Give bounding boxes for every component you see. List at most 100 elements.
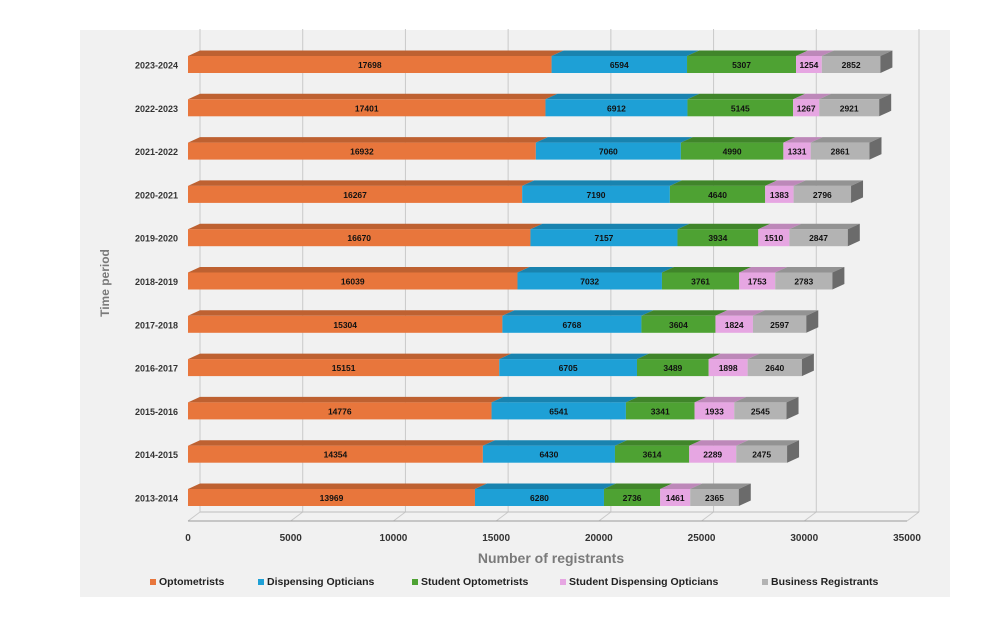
bar-top-face [636,353,721,360]
bar-segment [690,489,739,506]
bar-side-face [879,93,892,117]
y-tick-label: 2015-2016 [135,407,178,417]
bar-top-face [188,93,558,100]
legend-label: Optometrists [159,576,225,588]
bar-top-face [499,353,649,360]
data-label: 2861 [831,147,850,157]
bar-top-face [188,440,495,446]
data-label: 6768 [562,320,581,330]
legend-label: Dispensing Opticians [267,576,375,588]
bar-top-face [715,310,765,316]
data-label: 1461 [666,493,685,503]
bar-segment [689,445,737,463]
bar-segment [821,56,881,73]
y-tick-label: 2014-2015 [135,450,178,460]
data-label: 14354 [324,450,348,460]
y-tick-label: 2016-2017 [135,364,178,374]
data-label: 1267 [797,103,816,113]
data-label: 2847 [809,233,828,243]
bar-segment [188,185,523,203]
bar-top-face [661,267,752,273]
bar-segment [188,402,492,420]
data-label: 7157 [595,233,614,243]
bars-layer [188,50,893,506]
bar-segment [188,142,536,160]
bar-top-face [819,93,892,100]
bar-segment [736,445,788,463]
x-tick-label: 15000 [482,533,510,544]
bar-side-face [786,396,799,420]
bar-top-face [614,440,702,446]
bar-top-face [752,310,819,316]
bar-segment [739,272,776,290]
bar-top-face [687,50,809,56]
floor-gridline [393,511,406,522]
bar-segment [188,229,531,247]
labels-layer: 0 5000 10000 15000 20000 25000 30000 35000 2023-… [135,60,921,544]
bar-segment [708,359,748,377]
bar-top-face [188,180,535,186]
bar-top-face [783,137,823,143]
bar-top-face [551,50,700,56]
bar-side-face [787,440,800,463]
x-tick-label: 30000 [790,533,818,544]
bar-segment [661,272,740,290]
bar-segment [551,56,688,73]
bar-top-face [625,396,707,403]
data-label: 1933 [705,406,724,416]
data-label: 2796 [813,190,832,200]
bar-top-face [188,483,487,489]
bar-segment [530,229,678,247]
x-tick-label: 10000 [380,533,408,544]
bar-segment [499,359,637,377]
bar-segment [188,99,546,117]
bar-top-face [793,180,864,186]
legend: Optometrists Dispensing Opticians Student … [150,576,879,588]
bar-segment [482,445,615,463]
data-label: 3614 [643,450,662,460]
bar-segment [603,489,661,506]
x-tick-label: 35000 [893,533,921,544]
bar-segment [636,359,709,377]
bar-top-face [775,267,845,273]
bar-top-face [739,267,788,273]
data-label: 2597 [770,320,789,330]
data-label: 16670 [347,233,371,243]
data-label: 5307 [732,60,751,70]
bar-top-face [765,180,806,186]
bar-top-face [793,93,832,100]
bar-top-face [474,483,616,489]
bar-top-face [796,50,834,56]
data-label: 16039 [341,277,365,287]
bar-side-face [806,310,819,333]
legend-label: Business Registrants [771,576,879,588]
bar-side-face [801,353,814,377]
bar-segment [793,99,820,117]
bar-segment [502,315,642,333]
bar-side-face [738,483,751,506]
data-label: 3934 [708,233,727,243]
bar-top-face [188,353,512,360]
bar-top-face [545,93,700,100]
bar-segment [687,99,794,117]
bar-segment [752,315,807,333]
bar-segment [517,272,662,290]
data-label: 3604 [669,320,688,330]
bar-top-face [530,223,690,230]
data-label: 2921 [840,103,859,113]
bar-segment [625,402,695,420]
y-tick-label: 2020-2021 [135,190,178,200]
data-label: 7060 [599,147,618,157]
x-tick-label: 5000 [280,533,303,544]
bar-top-face [680,137,796,143]
legend-swatch [762,579,768,585]
bar-segment [188,489,475,506]
bar-segment [545,99,688,117]
data-label: 13969 [320,493,344,503]
data-label: 15304 [333,320,357,330]
data-label: 1753 [748,277,767,287]
bar-top-face [188,396,504,403]
legend-label: Student Optometrists [421,576,528,588]
floor-gridline [598,511,612,522]
bar-segment [789,229,848,247]
